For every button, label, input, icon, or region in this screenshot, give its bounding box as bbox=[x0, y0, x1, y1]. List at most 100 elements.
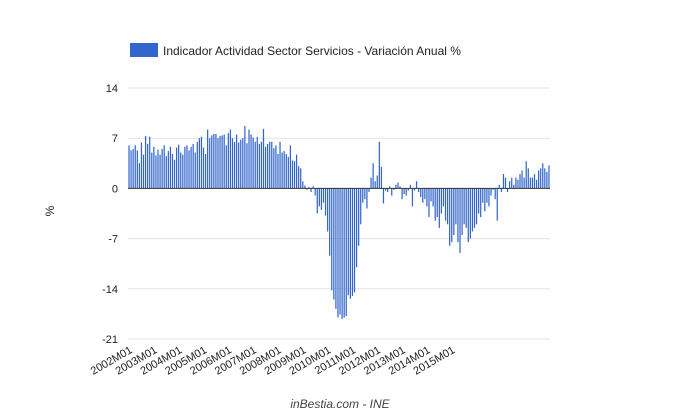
bar bbox=[202, 147, 205, 189]
y-tick-label: -21 bbox=[102, 334, 118, 346]
bar bbox=[248, 129, 250, 189]
bar bbox=[494, 188, 496, 200]
bar bbox=[128, 145, 130, 189]
bar bbox=[279, 141, 281, 189]
bar bbox=[453, 188, 455, 236]
bar bbox=[293, 161, 296, 189]
bar bbox=[345, 188, 347, 317]
bar bbox=[302, 181, 304, 189]
bar bbox=[209, 138, 211, 189]
bar bbox=[521, 170, 523, 189]
bar bbox=[422, 188, 424, 203]
bar bbox=[351, 188, 354, 296]
bar bbox=[186, 145, 188, 189]
bar bbox=[136, 150, 138, 189]
bar bbox=[535, 179, 538, 189]
bar bbox=[500, 188, 503, 192]
bar bbox=[469, 188, 471, 239]
bar bbox=[432, 188, 434, 207]
bar bbox=[426, 188, 428, 207]
bar bbox=[225, 145, 227, 189]
bar bbox=[449, 188, 451, 246]
bar bbox=[130, 150, 132, 189]
bar bbox=[374, 181, 376, 189]
bar bbox=[382, 188, 385, 204]
bar bbox=[140, 142, 143, 189]
bar bbox=[138, 163, 140, 189]
bar bbox=[407, 188, 409, 191]
bar bbox=[213, 133, 215, 189]
bar bbox=[360, 188, 362, 225]
bar bbox=[389, 186, 391, 189]
bar bbox=[475, 188, 478, 225]
bar bbox=[271, 141, 273, 189]
bar bbox=[322, 188, 325, 203]
bar bbox=[240, 139, 242, 189]
bar bbox=[364, 188, 366, 200]
bar bbox=[362, 188, 364, 203]
bar bbox=[391, 188, 393, 196]
bar bbox=[540, 168, 542, 189]
bar bbox=[192, 143, 194, 189]
bar bbox=[482, 188, 484, 203]
bar bbox=[544, 168, 546, 189]
bar bbox=[517, 179, 519, 189]
bar bbox=[527, 168, 529, 189]
bar bbox=[455, 188, 457, 225]
bar bbox=[502, 174, 505, 189]
bar bbox=[511, 177, 513, 189]
bar bbox=[269, 141, 271, 189]
bar bbox=[318, 188, 320, 207]
legend-label: Indicador Actividad Sector Servicios - V… bbox=[163, 44, 461, 58]
bar bbox=[376, 175, 378, 189]
bar bbox=[329, 188, 331, 256]
bar bbox=[147, 143, 149, 189]
bar bbox=[349, 188, 351, 299]
bar bbox=[235, 134, 238, 189]
bar bbox=[300, 168, 302, 189]
bar bbox=[358, 188, 360, 246]
bar bbox=[548, 165, 550, 189]
bar bbox=[254, 141, 256, 189]
bar bbox=[492, 188, 494, 190]
bar bbox=[204, 153, 207, 189]
bar bbox=[486, 188, 488, 203]
bar bbox=[157, 149, 159, 189]
bar bbox=[509, 181, 511, 189]
bar bbox=[256, 136, 258, 189]
bar bbox=[415, 181, 418, 189]
bar bbox=[337, 188, 339, 318]
bar bbox=[444, 188, 447, 221]
bar bbox=[434, 188, 436, 221]
bar bbox=[173, 159, 176, 189]
bar bbox=[184, 146, 186, 189]
y-axis-title: % bbox=[43, 205, 57, 216]
bar bbox=[478, 188, 480, 214]
y-tick-label: 0 bbox=[112, 183, 118, 195]
bar bbox=[393, 188, 395, 190]
bar bbox=[244, 126, 246, 189]
bar bbox=[333, 188, 335, 300]
bar bbox=[273, 148, 275, 189]
bar bbox=[420, 188, 422, 198]
bar bbox=[384, 188, 387, 191]
bar bbox=[275, 145, 277, 189]
bar bbox=[446, 188, 449, 225]
bar bbox=[227, 133, 229, 189]
y-tick-label: 14 bbox=[106, 83, 118, 95]
bar bbox=[262, 128, 265, 189]
bar bbox=[324, 188, 327, 216]
bar bbox=[264, 146, 267, 189]
bar bbox=[175, 147, 178, 189]
bar bbox=[343, 188, 345, 318]
bar bbox=[169, 146, 172, 189]
bar bbox=[163, 145, 165, 189]
bar bbox=[258, 143, 260, 189]
bar bbox=[281, 152, 283, 189]
bar bbox=[484, 188, 486, 212]
bar bbox=[440, 188, 443, 214]
bar bbox=[331, 188, 333, 291]
bar bbox=[399, 186, 401, 189]
bar bbox=[459, 188, 461, 253]
bar bbox=[149, 136, 151, 189]
